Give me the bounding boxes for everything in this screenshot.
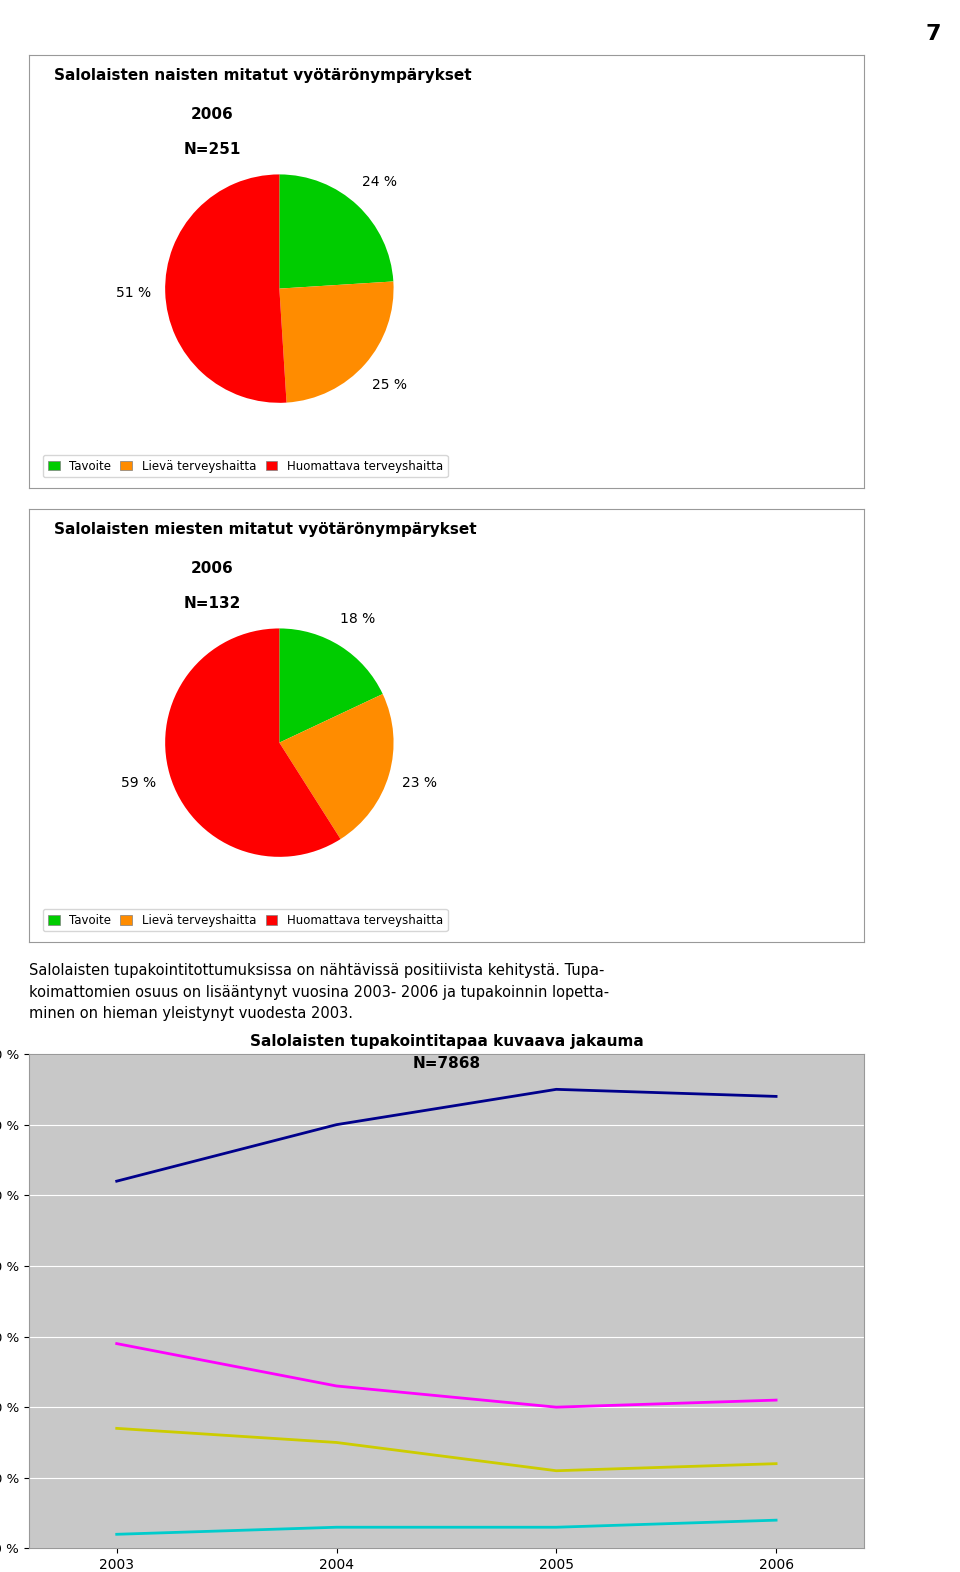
Satunnaispolttaja	[770, 1511, 781, 1530]
Text: 2006: 2006	[191, 107, 234, 123]
Tupakoi säännöllisesti	[111, 1335, 123, 1353]
Lopettanut	[770, 1454, 781, 1473]
Tupakoi säännöllisesti	[770, 1391, 781, 1410]
Legend: Tavoite, Lievä terveyshaitta, Huomattava terveyshaitta: Tavoite, Lievä terveyshaitta, Huomattava…	[43, 454, 447, 478]
Ei koskaan tupakoinut	[550, 1080, 562, 1099]
Satunnaispolttaja	[111, 1525, 123, 1544]
Legend: Tavoite, Lievä terveyshaitta, Huomattava terveyshaitta: Tavoite, Lievä terveyshaitta, Huomattava…	[43, 909, 447, 931]
Text: Salolaisten naisten mitatut vyötärönympärykset: Salolaisten naisten mitatut vyötärönympä…	[54, 68, 471, 83]
Text: Salolaisten tupakointitottumuksissa on nähtävissä positiivista kehitystä. Tupa-
: Salolaisten tupakointitottumuksissa on n…	[29, 964, 609, 1022]
Text: N=251: N=251	[184, 141, 241, 157]
Line: Ei koskaan tupakoinut: Ei koskaan tupakoinut	[117, 1089, 776, 1181]
Text: 7: 7	[925, 24, 941, 44]
Ei koskaan tupakoinut	[111, 1171, 123, 1190]
Satunnaispolttaja	[550, 1519, 562, 1537]
Lopettanut	[331, 1434, 343, 1453]
Text: N=132: N=132	[184, 596, 241, 610]
Text: N=7868: N=7868	[413, 1056, 480, 1072]
Ei koskaan tupakoinut	[770, 1086, 781, 1105]
Line: Satunnaispolttaja: Satunnaispolttaja	[117, 1520, 776, 1534]
Ei koskaan tupakoinut	[331, 1115, 343, 1133]
Tupakoi säännöllisesti	[550, 1398, 562, 1416]
Line: Tupakoi säännöllisesti: Tupakoi säännöllisesti	[117, 1344, 776, 1407]
Text: Salolaisten miesten mitatut vyötärönympärykset: Salolaisten miesten mitatut vyötärönympä…	[54, 522, 476, 538]
Lopettanut	[550, 1462, 562, 1481]
Line: Lopettanut: Lopettanut	[117, 1429, 776, 1471]
Tupakoi säännöllisesti	[331, 1377, 343, 1396]
Satunnaispolttaja	[331, 1519, 343, 1537]
Lopettanut	[111, 1420, 123, 1438]
Text: Salolaisten tupakointitapaa kuvaava jakauma: Salolaisten tupakointitapaa kuvaava jaka…	[250, 1034, 643, 1049]
Text: 2006: 2006	[191, 561, 234, 575]
